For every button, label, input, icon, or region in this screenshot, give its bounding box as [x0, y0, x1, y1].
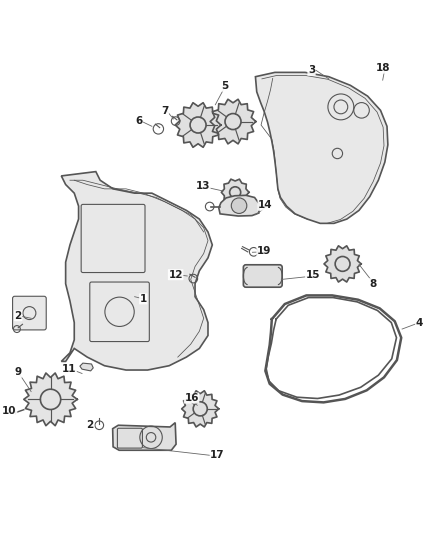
Text: 14: 14: [258, 200, 273, 210]
Polygon shape: [219, 195, 259, 216]
Text: 8: 8: [369, 279, 376, 289]
Polygon shape: [324, 246, 361, 282]
FancyBboxPatch shape: [244, 265, 282, 287]
Text: 7: 7: [161, 106, 169, 116]
Text: 3: 3: [308, 65, 315, 75]
Circle shape: [231, 198, 247, 213]
Text: 19: 19: [257, 246, 271, 256]
Text: 13: 13: [195, 181, 210, 191]
Text: 5: 5: [222, 81, 229, 91]
Polygon shape: [113, 423, 176, 450]
Text: 10: 10: [2, 407, 17, 416]
Polygon shape: [182, 391, 219, 427]
Text: 4: 4: [416, 318, 423, 328]
Text: 16: 16: [184, 393, 199, 403]
Text: 6: 6: [135, 116, 143, 126]
Polygon shape: [175, 103, 221, 147]
Polygon shape: [221, 179, 249, 205]
Text: 12: 12: [168, 270, 183, 280]
Text: 2: 2: [14, 311, 22, 321]
Polygon shape: [255, 72, 388, 223]
Text: 17: 17: [210, 450, 225, 461]
Text: 18: 18: [375, 63, 390, 73]
Text: 9: 9: [14, 367, 22, 377]
Text: 1: 1: [140, 294, 147, 304]
Polygon shape: [210, 99, 256, 144]
Polygon shape: [61, 172, 212, 370]
Text: 15: 15: [306, 270, 320, 280]
Text: 11: 11: [62, 364, 76, 374]
Polygon shape: [80, 363, 93, 371]
FancyBboxPatch shape: [13, 296, 46, 330]
Polygon shape: [24, 373, 77, 426]
Text: 2: 2: [87, 420, 94, 430]
